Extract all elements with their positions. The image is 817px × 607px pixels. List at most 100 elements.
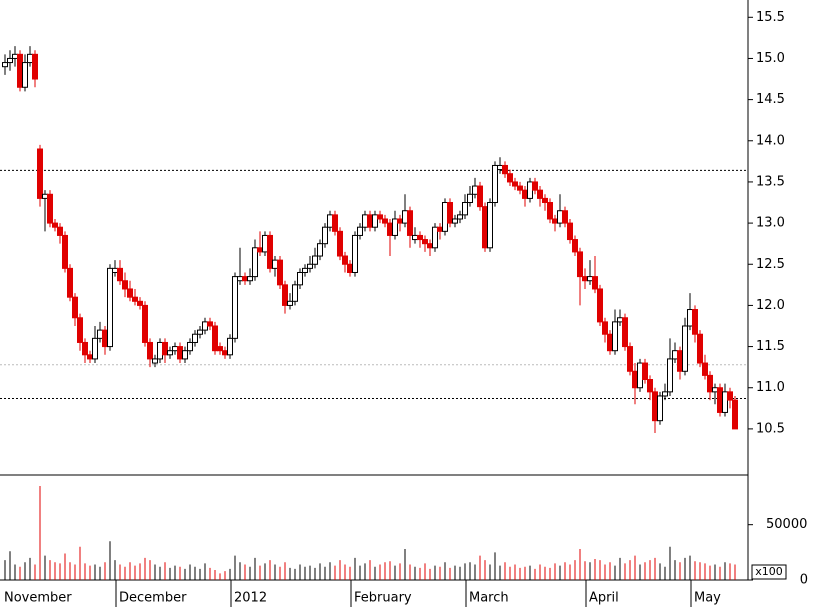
candle-body — [487, 202, 493, 249]
volume-unit: x100 — [755, 565, 783, 578]
candle-body — [142, 304, 148, 343]
candle-body — [727, 391, 733, 401]
candle-body — [552, 218, 558, 224]
candle-body — [372, 214, 378, 228]
candle-body — [17, 53, 23, 88]
candle-body — [327, 214, 333, 228]
candle-body — [342, 255, 348, 265]
x-tick-label: April — [589, 591, 619, 606]
candle-body — [337, 230, 343, 257]
candle-body — [217, 346, 223, 352]
candle-body — [102, 329, 108, 348]
candle-body — [257, 247, 263, 253]
candle-body — [172, 346, 178, 352]
candle-body — [562, 210, 568, 224]
candle-body — [407, 210, 413, 236]
candle-body — [262, 234, 268, 253]
candle-body — [617, 317, 623, 323]
candle-body — [557, 210, 563, 224]
candle-body — [637, 362, 643, 389]
candle-body — [432, 226, 438, 249]
candle-body — [77, 317, 83, 343]
candle-body — [132, 296, 138, 302]
candle-body — [312, 255, 318, 265]
candle-body — [27, 53, 33, 64]
candle-body — [532, 181, 538, 191]
candle-body — [682, 325, 688, 372]
candle-body — [72, 296, 78, 319]
candle-body — [117, 267, 123, 282]
candle-body — [622, 317, 628, 348]
candle-body — [82, 341, 88, 356]
candle-body — [397, 218, 403, 224]
candle-body — [187, 341, 193, 352]
candle-body — [87, 354, 93, 360]
candle-body — [152, 358, 158, 364]
candle-body — [472, 185, 478, 195]
x-tick-label: March — [469, 591, 509, 606]
candle-body — [677, 350, 683, 372]
candle-body — [367, 214, 373, 228]
y-tick-label: 13.5 — [756, 174, 785, 189]
candle-body — [507, 173, 513, 183]
candle-body — [167, 350, 173, 356]
candle-body — [302, 267, 308, 273]
candle-body — [427, 243, 433, 249]
candle-body — [287, 300, 293, 306]
y-tick-label: 15.0 — [756, 51, 785, 66]
x-tick-label: February — [354, 591, 412, 606]
candle-body — [502, 164, 508, 175]
candle-body — [732, 399, 738, 430]
candle-body — [222, 350, 228, 356]
candle-body — [582, 276, 588, 282]
candle-body — [457, 214, 463, 220]
candle-body — [422, 239, 428, 245]
candle-body — [197, 329, 203, 335]
candle-body — [452, 218, 458, 224]
candle-body — [22, 62, 28, 88]
candle-body — [377, 214, 383, 220]
y-tick-label: 10.5 — [756, 421, 785, 436]
candle-body — [402, 210, 408, 224]
candle-body — [527, 181, 533, 199]
candle-body — [352, 234, 358, 273]
x-tick-label: November — [4, 591, 72, 606]
candle-body — [577, 251, 583, 278]
candle-body — [652, 391, 658, 422]
candle-body — [2, 62, 8, 68]
volume-tick-label: 50000 — [766, 517, 807, 532]
candle-body — [97, 329, 103, 339]
candle-body — [592, 276, 598, 290]
candle-body — [277, 259, 283, 286]
candle-body — [697, 333, 703, 364]
candle-body — [657, 395, 663, 422]
candle-body — [667, 358, 673, 393]
unit-box — [751, 564, 787, 580]
candle-body — [437, 226, 443, 232]
candle-body — [207, 321, 213, 327]
candle-body — [162, 341, 168, 356]
candle-body — [202, 321, 208, 331]
x-tick-label: December — [119, 591, 187, 606]
candle-body — [297, 271, 303, 286]
candle-body — [192, 333, 198, 343]
candle-body — [282, 284, 288, 306]
candle-body — [702, 362, 708, 376]
y-tick-label: 11.0 — [756, 380, 785, 395]
candle-body — [382, 218, 388, 224]
candle-body — [322, 226, 328, 245]
candle-body — [122, 280, 128, 290]
candle-body — [467, 193, 473, 204]
candle-body — [42, 193, 48, 199]
candle-body — [242, 276, 248, 282]
candle-body — [517, 185, 523, 191]
candle-body — [462, 202, 468, 216]
candle-body — [717, 387, 723, 413]
candle-body — [447, 202, 453, 224]
candle-body — [642, 362, 648, 381]
candle-body — [442, 202, 448, 232]
x-tick-label: May — [694, 591, 721, 606]
candle-body — [587, 276, 593, 282]
candle-body — [32, 53, 38, 80]
